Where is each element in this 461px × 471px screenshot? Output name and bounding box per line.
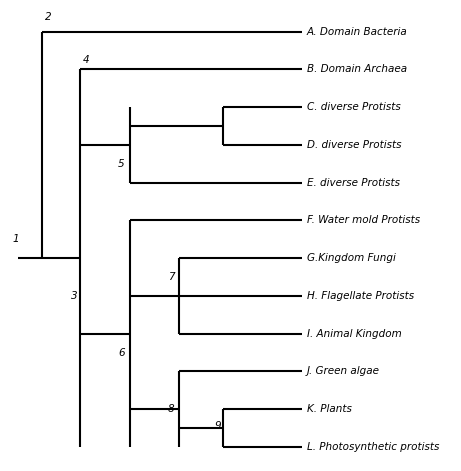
- Text: E. diverse Protists: E. diverse Protists: [307, 178, 400, 187]
- Text: D. diverse Protists: D. diverse Protists: [307, 140, 401, 150]
- Text: C. diverse Protists: C. diverse Protists: [307, 102, 400, 112]
- Text: J. Green algae: J. Green algae: [307, 366, 379, 376]
- Text: F. Water mold Protists: F. Water mold Protists: [307, 215, 420, 226]
- Text: 6: 6: [118, 348, 125, 357]
- Text: G.Kingdom Fungi: G.Kingdom Fungi: [307, 253, 396, 263]
- Text: K. Plants: K. Plants: [307, 404, 351, 414]
- Text: 8: 8: [168, 404, 174, 414]
- Text: 7: 7: [168, 272, 174, 282]
- Text: 1: 1: [12, 234, 19, 244]
- Text: 2: 2: [45, 12, 52, 22]
- Text: 3: 3: [71, 291, 78, 301]
- Text: B. Domain Archaea: B. Domain Archaea: [307, 65, 407, 74]
- Text: 9: 9: [214, 421, 221, 431]
- Text: I. Animal Kingdom: I. Animal Kingdom: [307, 329, 402, 339]
- Text: H. Flagellate Protists: H. Flagellate Protists: [307, 291, 414, 301]
- Text: L. Photosynthetic protists: L. Photosynthetic protists: [307, 442, 439, 452]
- Text: 5: 5: [118, 159, 125, 169]
- Text: A. Domain Bacteria: A. Domain Bacteria: [307, 26, 408, 37]
- Text: 4: 4: [83, 55, 90, 65]
